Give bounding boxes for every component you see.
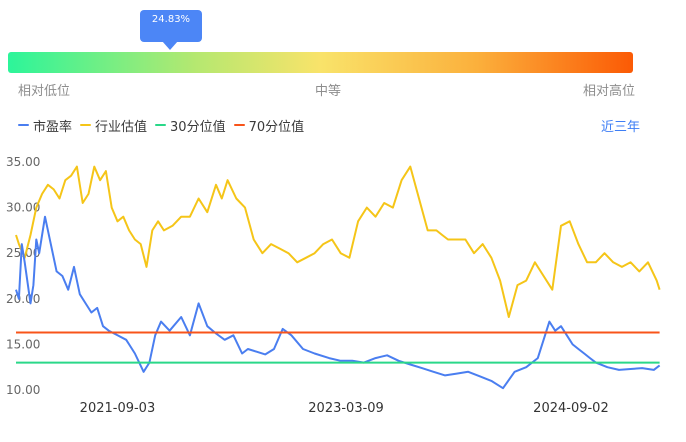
legend-item-pe[interactable]: 市盈率 <box>18 116 72 135</box>
legend-swatch-pe <box>18 124 29 126</box>
tooltip-arrow-icon <box>162 41 178 50</box>
legend-label-industry: 行业估值 <box>95 119 148 135</box>
legend-label-p70: 70分位值 <box>248 119 305 135</box>
legend-item-p30[interactable]: 30分位值 <box>155 116 226 135</box>
y-tick-label: 35.00 <box>6 155 40 169</box>
scale-label-low: 相对低位 <box>18 84 71 99</box>
percentile-gradient-bar <box>8 52 633 73</box>
legend-item-p70[interactable]: 70分位值 <box>233 116 305 135</box>
series-line-0 <box>15 215 661 390</box>
legend-label-p30: 30分位值 <box>170 119 226 135</box>
y-tick-label: 20.00 <box>6 292 40 306</box>
scale-label-mid: 中等 <box>315 84 342 99</box>
legend-swatch-industry <box>80 124 92 126</box>
chart-legend: 市盈率 行业估值 30分位值 70分位值 <box>18 116 312 135</box>
scale-label-high: 相对高位 <box>583 84 636 99</box>
x-tick-label: 2024-09-02 <box>533 401 609 416</box>
series-layer <box>15 165 661 390</box>
y-tick-label: 15.00 <box>6 337 40 351</box>
x-tick-label: 2023-03-09 <box>308 401 384 416</box>
y-tick-label: 30.00 <box>6 201 40 215</box>
period-selector[interactable]: 近三年 <box>600 120 640 135</box>
legend-swatch-p70 <box>233 124 245 126</box>
y-tick-label: 10.00 <box>6 383 40 397</box>
percentile-tooltip: 24.83% <box>140 10 202 42</box>
x-axis-ticks: 2021-09-03 2023-03-09 2024-09-02 <box>80 401 609 416</box>
legend-item-industry[interactable]: 行业估值 <box>80 116 147 135</box>
legend-label-pe: 市盈率 <box>33 119 73 135</box>
series-line-1 <box>15 165 661 318</box>
legend-swatch-p30 <box>155 124 167 126</box>
percentile-value: 24.83% <box>151 14 191 25</box>
x-tick-label: 2021-09-03 <box>80 401 156 416</box>
